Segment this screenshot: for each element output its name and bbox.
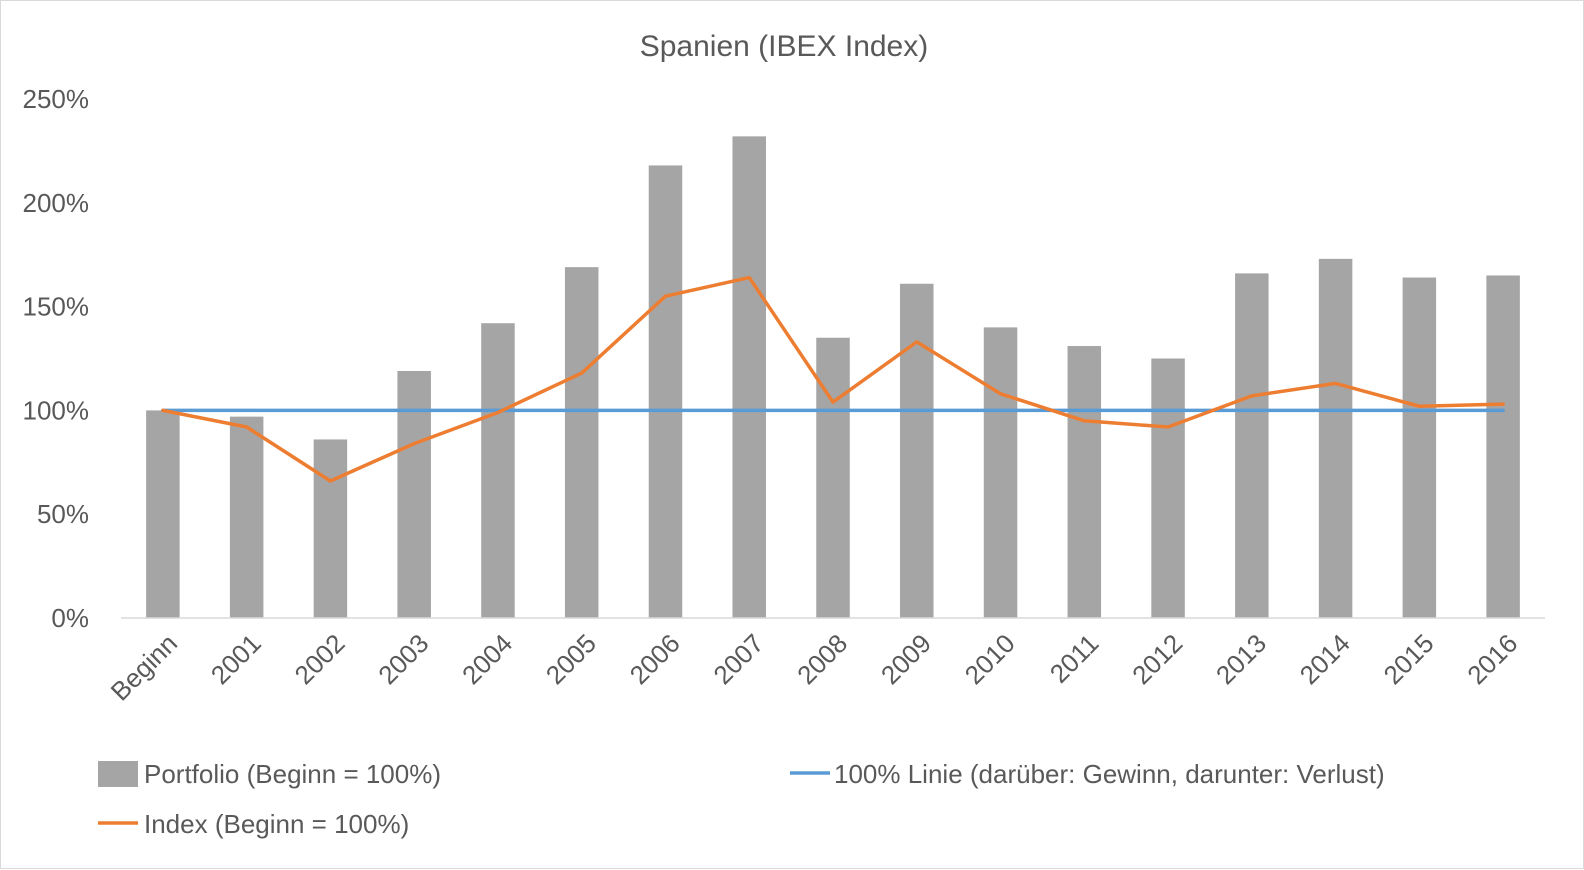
x-tick-label: 2015	[1377, 628, 1439, 690]
bar-2002	[313, 439, 348, 618]
bar-beginn	[146, 410, 180, 618]
bar-2008	[816, 337, 850, 618]
x-tick-label: 2009	[875, 628, 937, 690]
x-tick-label: Beginn	[105, 628, 183, 706]
x-axis: Beginn 2001 2002 2003 2004 2005 2006 2007 2008 20…	[105, 617, 1545, 706]
bar-2010	[983, 327, 1018, 618]
bar-2011	[1067, 346, 1102, 618]
x-tick-label: 2008	[791, 628, 853, 690]
x-tick-label: 2016	[1461, 628, 1523, 690]
legend-swatch-portfolio	[98, 761, 138, 787]
y-tick-label: 200%	[23, 188, 90, 218]
chart-title: Spanien (IBEX Index)	[640, 30, 929, 63]
x-tick-label: 2002	[289, 628, 351, 690]
bar-2004	[481, 323, 515, 618]
y-tick-label: 100%	[23, 395, 90, 425]
line-series	[161, 275, 1505, 483]
bar-series	[146, 136, 1520, 618]
legend: Portfolio (Beginn = 100%) 100% Linie (dar…	[98, 759, 1385, 839]
bar-2007	[732, 136, 766, 618]
bar-2005	[564, 267, 599, 618]
x-tick-label: 2003	[372, 628, 434, 690]
bar-2009	[900, 283, 934, 618]
x-tick-label: 2014	[1294, 628, 1356, 690]
legend-label-reference: 100% Linie (darüber: Gewinn, darunter: V…	[834, 759, 1385, 789]
x-tick-label: 2005	[540, 628, 602, 690]
bar-2016	[1486, 275, 1520, 618]
y-axis: 0% 50% 100% 150% 200% 250%	[23, 84, 90, 633]
y-tick-label: 150%	[23, 292, 90, 322]
x-tick-label: 2001	[205, 628, 267, 690]
x-tick-label: 2010	[959, 628, 1021, 690]
y-tick-label: 50%	[37, 499, 89, 529]
x-tick-label: 2012	[1126, 628, 1188, 690]
bar-2001	[229, 416, 264, 618]
legend-label-index: Index (Beginn = 100%)	[144, 809, 409, 839]
index-line	[161, 275, 1505, 483]
x-tick-label: 2004	[456, 628, 518, 690]
bar-2003	[397, 370, 431, 618]
y-tick-label: 250%	[23, 84, 90, 114]
bar-2012	[1151, 358, 1185, 618]
legend-label-portfolio: Portfolio (Beginn = 100%)	[144, 759, 441, 789]
x-tick-label: 2007	[707, 628, 769, 690]
y-tick-label: 0%	[51, 603, 89, 633]
bar-2013	[1235, 273, 1269, 618]
bar-2015	[1402, 277, 1437, 618]
bar-2006	[648, 165, 683, 618]
x-tick-label: 2006	[624, 628, 686, 690]
x-tick-label: 2013	[1210, 628, 1272, 690]
x-tick-label: 2011	[1044, 628, 1105, 689]
bar-2014	[1318, 258, 1353, 618]
